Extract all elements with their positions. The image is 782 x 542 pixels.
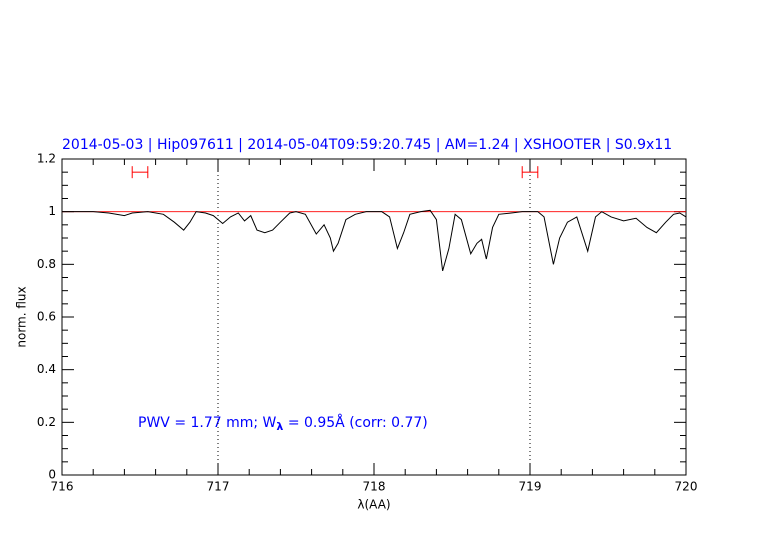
y-tick-label: 0.8 [37,257,56,271]
y-tick-label: 1 [48,204,56,218]
y-tick-label: 0.4 [37,362,56,376]
y-tick-label: 0.6 [37,310,56,324]
spectrum-line [62,209,687,272]
annotation-subscript: λ [276,420,283,433]
annotation-text: = 0.95Å (corr: 0.77) [283,414,427,431]
x-tick-label: 718 [363,480,386,494]
annotation: PWV = 1.77 mm; Wλ = 0.95Å (corr: 0.77) [138,414,428,433]
x-tick-label: 719 [519,480,542,494]
chart-title: 2014-05-03 | Hip097611 | 2014-05-04T09:5… [62,137,672,153]
x-tick-label: 717 [207,480,230,494]
y-tick-label: 0 [48,468,56,482]
x-axis-label: λ(AA) [357,498,390,512]
x-tick-label: 716 [51,480,74,494]
annotation-text: PWV = 1.77 mm; W [138,415,277,431]
x-tick-label: 720 [675,480,698,494]
y-tick-label: 1.2 [37,152,56,166]
y-axis-label: norm. flux [15,286,29,347]
y-tick-label: 0.2 [37,415,56,429]
